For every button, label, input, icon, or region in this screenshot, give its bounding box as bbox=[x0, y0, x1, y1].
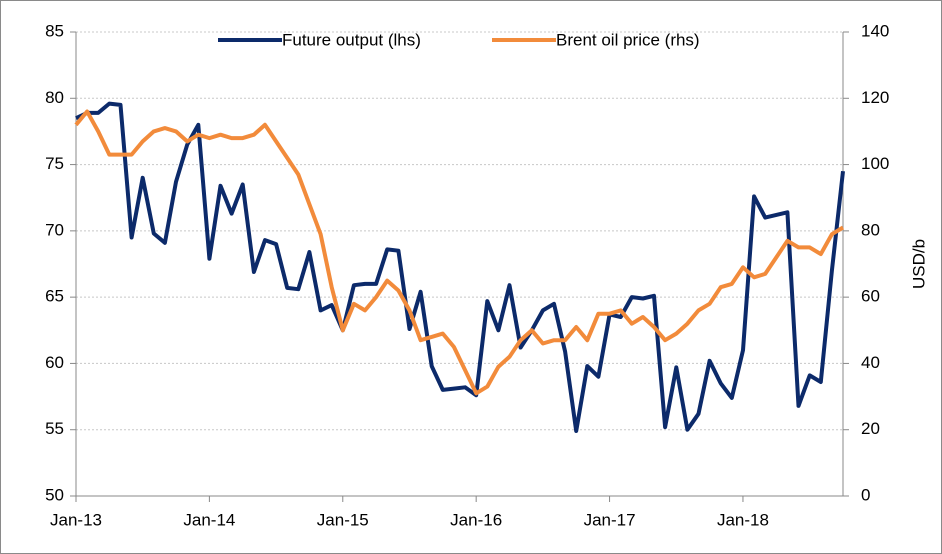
y-tick-label: 50 bbox=[45, 485, 64, 504]
y2-tick-label: 80 bbox=[861, 220, 880, 239]
x-tick-label: Jan-18 bbox=[717, 510, 769, 529]
y2-tick-label: 120 bbox=[861, 88, 889, 107]
series-line bbox=[74, 109, 845, 396]
y2-tick-label: 60 bbox=[861, 287, 880, 306]
y-tick-label: 65 bbox=[45, 287, 64, 306]
y2-tick-label: 140 bbox=[861, 21, 889, 40]
y2-axis-label: USD/b bbox=[909, 239, 928, 289]
y-tick-label: 75 bbox=[45, 154, 64, 173]
y-tick-label: 85 bbox=[45, 21, 64, 40]
y2-tick-label: 20 bbox=[861, 419, 880, 438]
legend-label: Brent oil price (rhs) bbox=[556, 30, 700, 49]
y2-tick-label: 100 bbox=[861, 154, 889, 173]
series-line bbox=[75, 101, 845, 433]
y-tick-label: 55 bbox=[45, 419, 64, 438]
x-tick-label: Jan-14 bbox=[183, 510, 235, 529]
x-tick-label: Jan-13 bbox=[50, 510, 102, 529]
x-tick-label: Jan-17 bbox=[584, 510, 636, 529]
y-tick-label: 60 bbox=[45, 353, 64, 372]
y2-tick-label: 40 bbox=[861, 353, 880, 372]
y-tick-label: 70 bbox=[45, 220, 64, 239]
y-tick-label: 80 bbox=[45, 88, 64, 107]
legend-label: Future output (lhs) bbox=[282, 30, 421, 49]
x-tick-label: Jan-15 bbox=[317, 510, 369, 529]
x-tick-label: Jan-16 bbox=[450, 510, 502, 529]
y2-tick-label: 0 bbox=[861, 485, 870, 504]
